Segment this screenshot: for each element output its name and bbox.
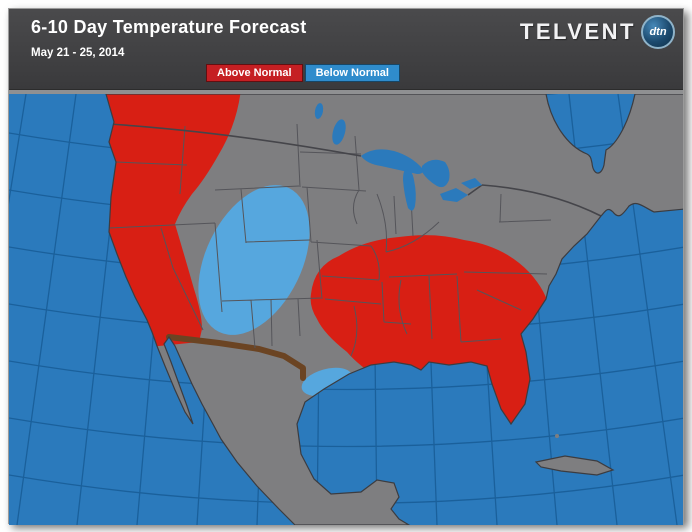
lake-michigan xyxy=(403,169,416,211)
legend: Above Normal Below Normal xyxy=(206,64,400,82)
legend-below-normal: Below Normal xyxy=(304,64,400,82)
dtn-badge-icon: dtn xyxy=(641,15,675,49)
lake-erie xyxy=(440,188,468,202)
great-lakes xyxy=(314,103,482,211)
cuba-coastline xyxy=(534,455,615,476)
forecast-panel: 6-10 Day Temperature Forecast May 21 - 2… xyxy=(8,8,684,525)
us-mexico-border-strip xyxy=(166,334,306,381)
lake-huron xyxy=(422,159,450,188)
lake-canada-small xyxy=(314,103,324,119)
us-canada-border xyxy=(108,123,602,217)
state-border-lines xyxy=(108,123,552,357)
lake-ontario xyxy=(461,178,482,189)
telvent-logo: TELVENT dtn xyxy=(520,15,675,49)
state-borders xyxy=(108,123,552,357)
north-america-map xyxy=(9,94,683,525)
forecast-map xyxy=(9,94,683,525)
date-range: May 21 - 25, 2014 xyxy=(31,47,125,59)
header: 6-10 Day Temperature Forecast May 21 - 2… xyxy=(9,9,683,89)
region-below-normal-central-plains xyxy=(198,185,310,335)
lake-superior xyxy=(361,149,423,174)
legend-above-normal: Above Normal xyxy=(206,64,303,82)
telvent-wordmark: TELVENT xyxy=(519,19,636,44)
bahamas-island xyxy=(555,434,559,438)
coastline xyxy=(105,94,683,525)
lake-winnipeg xyxy=(332,119,346,145)
page-title: 6-10 Day Temperature Forecast xyxy=(31,17,307,37)
header-separator xyxy=(9,89,683,94)
